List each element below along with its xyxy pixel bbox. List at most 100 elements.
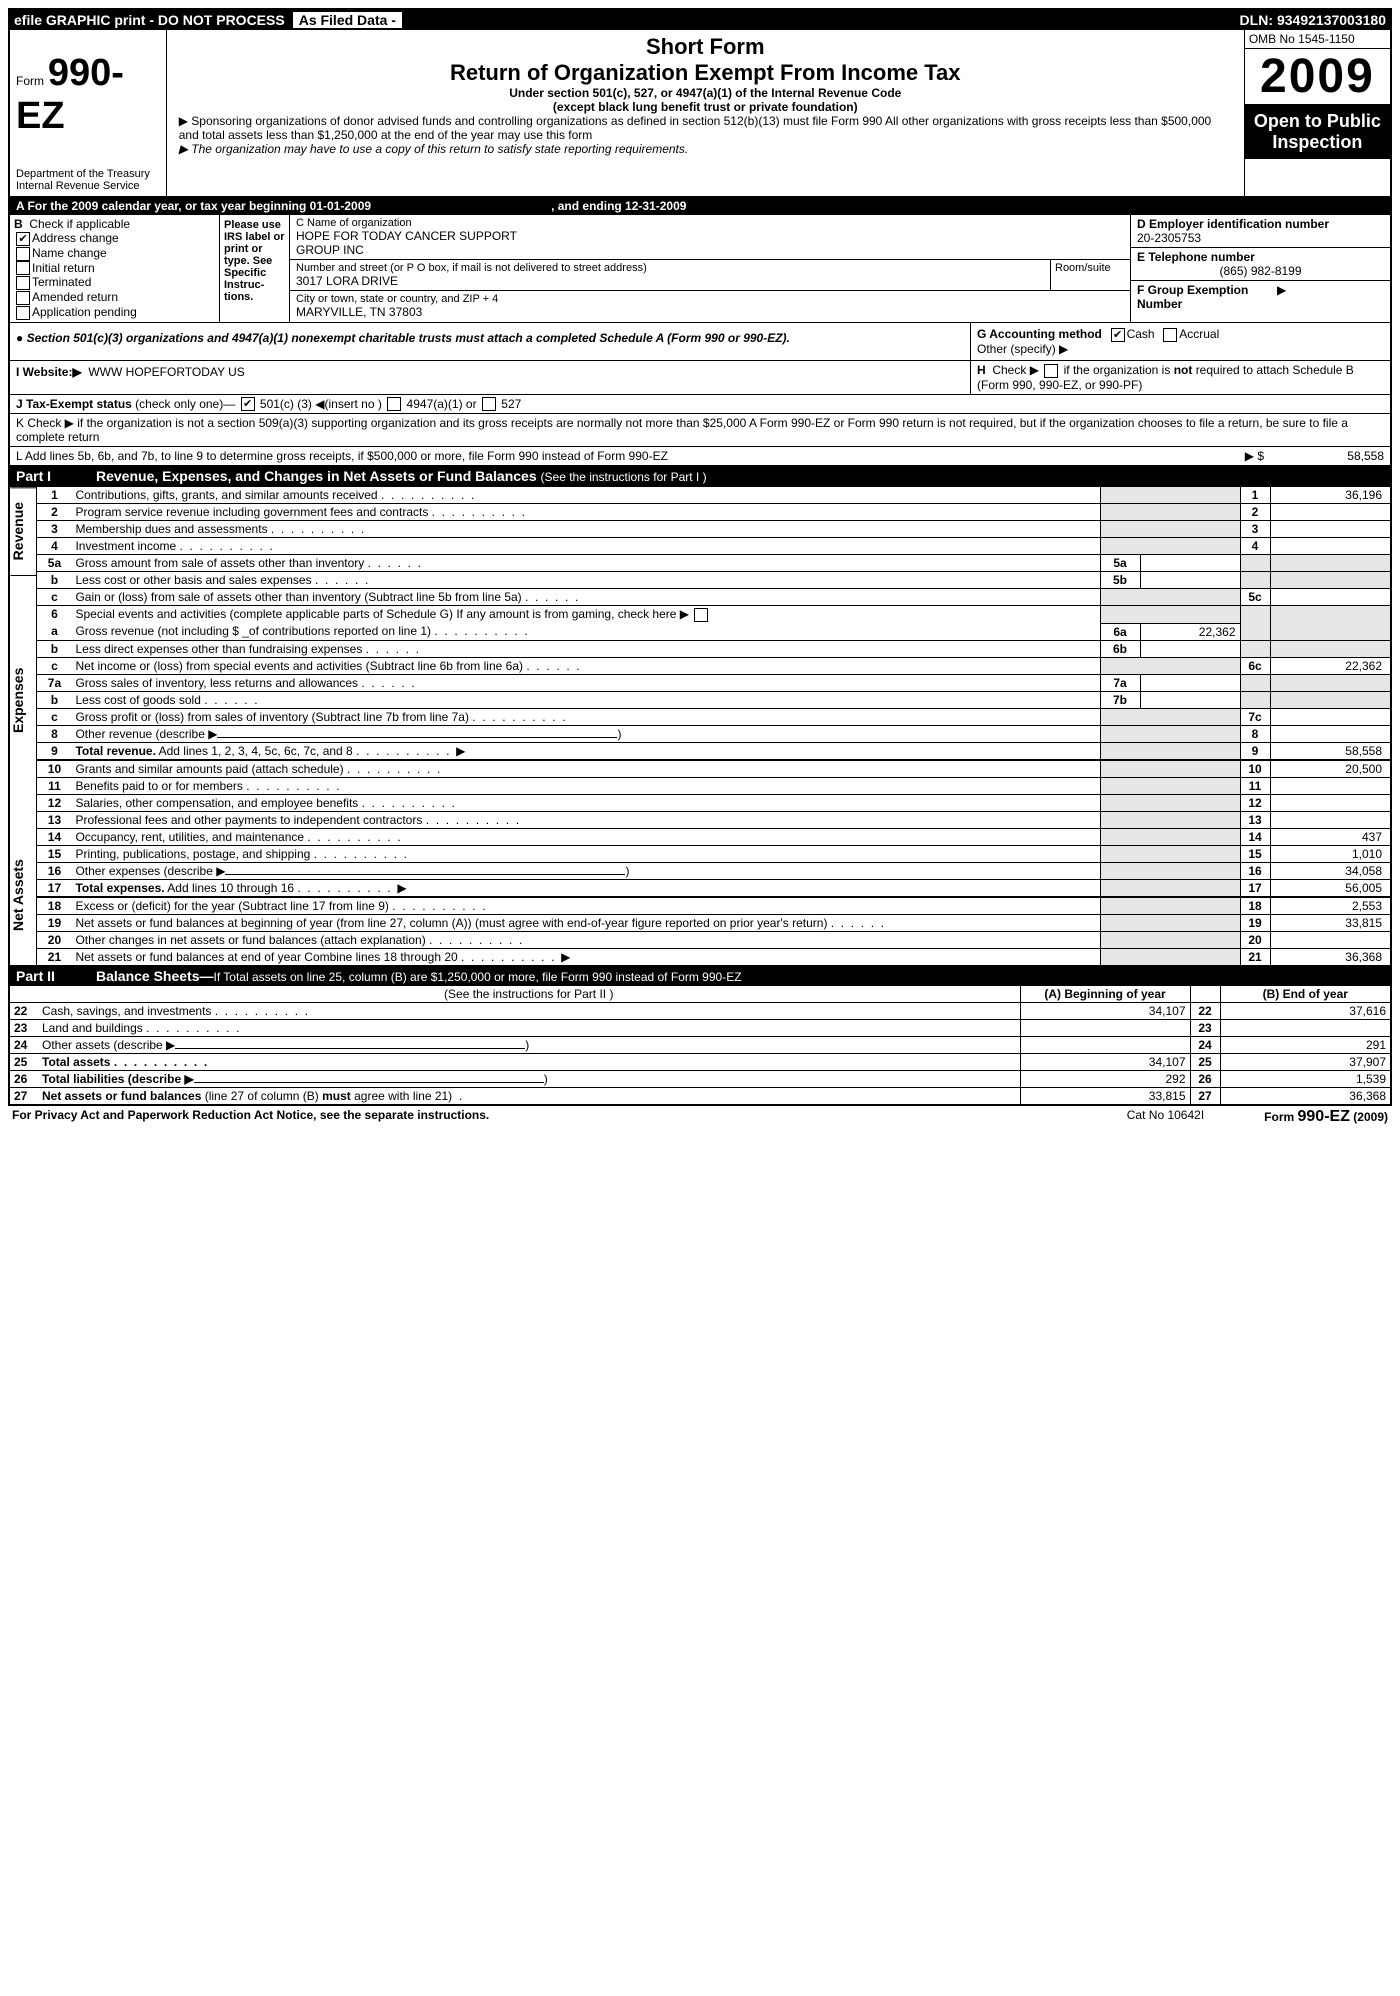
part2-note: If Total assets on line 25, column (B) a… [214,970,742,984]
box-j: J Tax-Exempt status (check only one)— 50… [10,395,1390,415]
g-label: G Accounting method [977,327,1102,341]
cb-cash[interactable] [1111,328,1125,342]
box-c: C Name of organization HOPE FOR TODAY CA… [290,215,1130,322]
box-k: K Check ▶ if the organization is not a s… [10,414,1390,447]
addr-change: Address change [32,231,119,245]
section-note: ● Section 501(c)(3) organizations and 49… [10,323,970,360]
dln-label: DLN: [1240,12,1273,28]
cash: Cash [1127,327,1155,341]
form-number: 990-EZ [16,52,124,137]
part2-desc: Balance Sheets— [96,968,214,984]
l-val: 58,558 [1264,449,1384,463]
h-not: not [1174,363,1193,377]
b-check: Check if applicable [29,217,130,231]
cb-app[interactable] [16,306,30,320]
street-label: Number and street (or P O box, if mail i… [296,262,1044,274]
g-other: Other (specify) ▶ [977,342,1384,356]
part2-title: Part II [10,966,90,986]
title-box: Short Form Return of Organization Exempt… [167,30,1244,196]
street: 3017 LORA DRIVE [296,274,1044,288]
ih-row: I Website:▶ WWW HOPEFORTODAY US H Check … [10,361,1390,395]
part1-note: (See the instructions for Part I ) [541,470,707,484]
room-label: Room/suite [1050,260,1130,290]
na-label: Net Assets [10,825,36,965]
cb-address[interactable] [16,232,30,246]
part1-header: Part I Revenue, Expenses, and Changes in… [10,466,1390,487]
l-arrow: ▶ $ [1245,449,1264,463]
header-row: Form 990-EZ Department of the Treasury I… [10,30,1390,197]
j-insert: ◀(insert no ) [315,397,382,411]
a-ending: , and ending 12-31-2009 [551,199,686,213]
omb: OMB No 1545-1150 [1245,30,1390,49]
cb-4947[interactable] [387,397,401,411]
asfiled-label: As Filed Data - [293,12,402,28]
j-527: 527 [501,397,521,411]
privacy: For Privacy Act and Paperwork Reduction … [12,1108,489,1126]
open-inspection: Open to Public Inspection [1245,104,1390,159]
j-501c: 501(c) (3) [260,397,312,411]
b-label: B [14,217,23,231]
terminated: Terminated [32,275,91,289]
box-l: L Add lines 5b, 6b, and 7b, to line 9 to… [10,447,1390,466]
cb-amend[interactable] [16,291,30,305]
org-name1: HOPE FOR TODAY CANCER SUPPORT [296,229,1124,243]
name-change: Name change [32,246,107,260]
e-label: E Telephone number [1137,250,1384,264]
box-g: G Accounting method Cash Accrual Other (… [970,323,1390,360]
form-prefix: Form [16,74,44,88]
colA: (A) Beginning of year [1020,986,1190,1003]
bcdef-row: B Check if applicable Address change Nam… [10,215,1390,323]
cb-527[interactable] [482,397,496,411]
dept2: Internal Revenue Service [16,180,160,192]
colB: (B) End of year [1220,986,1390,1003]
rev-label: Revenue [10,487,36,574]
part1-desc: Revenue, Expenses, and Changes in Net As… [96,468,537,484]
part1-body: Revenue Expenses Net Assets 1Contributio… [10,487,1390,964]
dept1: Department of the Treasury [16,168,160,180]
f-arrow: ▶ [1277,283,1286,311]
part2-table: (See the instructions for Part II ) (A) … [10,986,1390,1104]
city: MARYVILLE, TN 37803 [296,305,1124,319]
year-box: OMB No 1545-1150 2009 Open to Public Ins… [1244,30,1390,196]
cb-gaming[interactable] [694,608,708,622]
footer: For Privacy Act and Paperwork Reduction … [8,1106,1392,1128]
sub2: (except black lung benefit trust or priv… [171,100,1240,114]
cb-h[interactable] [1044,364,1058,378]
row-a: A For the 2009 calendar year, or tax yea… [10,197,1390,215]
exp-label: Expenses [10,575,36,825]
pending: Application pending [32,305,137,319]
phone: (865) 982-8199 [1137,264,1384,278]
ein: 20-2305753 [1137,231,1384,245]
p2-inst: (See the instructions for Part II ) [38,986,1020,1003]
l-text: L Add lines 5b, 6b, and 7b, to line 9 to… [16,449,1245,463]
cb-501c[interactable] [241,397,255,411]
sponsor: ▶ Sponsoring organizations of donor advi… [171,114,1240,142]
efile-label: efile GRAPHIC print - DO NOT PROCESS [14,12,285,28]
a-label: A For the 2009 calendar year, or tax yea… [16,199,371,213]
box-def: D Employer identification number 20-2305… [1130,215,1390,322]
h-t2: if the organization is [1064,363,1171,377]
cb-accrual[interactable] [1163,328,1177,342]
f-label: F Group Exemption Number [1137,283,1277,311]
box-h: H Check ▶ if the organization is not req… [970,361,1390,394]
top-bar: efile GRAPHIC print - DO NOT PROCESS As … [10,10,1390,30]
cb-name[interactable] [16,247,30,261]
d-label: D Employer identification number [1137,217,1384,231]
h-label: H [977,363,986,377]
part2-header: Part II Balance Sheets—If Total assets o… [10,965,1390,986]
section-labels: Revenue Expenses Net Assets [10,487,37,964]
dln-value: 93492137003180 [1277,12,1386,28]
website: WWW HOPEFORTODAY US [88,365,244,379]
short-form: Short Form [171,34,1240,60]
cb-term[interactable] [16,276,30,290]
form-box: Form 990-EZ Department of the Treasury I… [10,30,167,196]
j-text: (check only one)— [135,397,235,411]
accrual: Accrual [1179,327,1219,341]
j-label: J Tax-Exempt status [16,397,132,411]
section-g-row: ● Section 501(c)(3) organizations and 49… [10,323,1390,361]
sub1: Under section 501(c), 527, or 4947(a)(1)… [171,86,1240,100]
cb-initial[interactable] [16,261,30,275]
main-title: Return of Organization Exempt From Incom… [171,60,1240,86]
c-label: C Name of organization [296,217,1124,229]
part1-table: 1Contributions, gifts, grants, and simil… [37,487,1390,964]
